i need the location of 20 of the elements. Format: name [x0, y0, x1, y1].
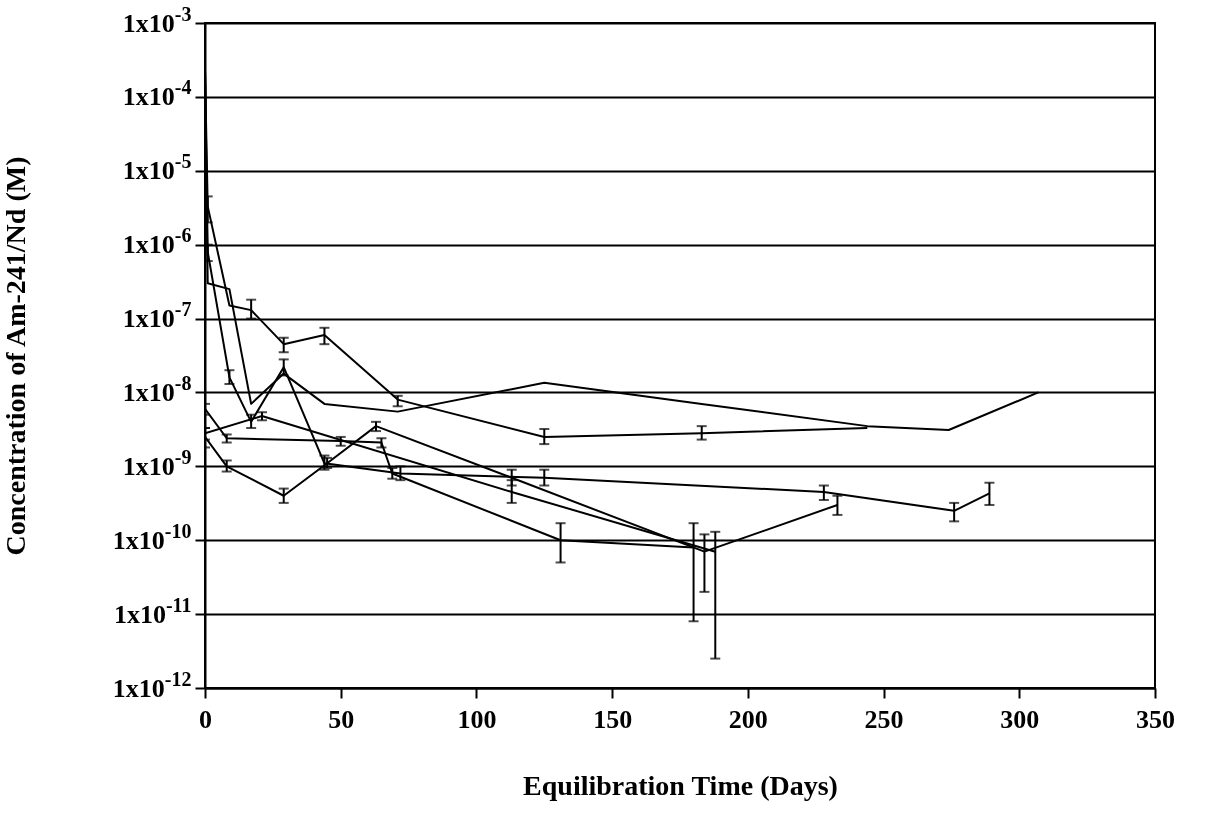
y-tick-label: 1x10$^{-11}$	[113, 593, 192, 629]
x-tick-label: 250	[864, 704, 904, 734]
x-tick-label: 100	[457, 704, 497, 734]
x-tick-label: 200	[728, 704, 768, 734]
x-tick-label: 300	[1000, 704, 1040, 734]
y-tick-label: 1x10$^{-4}$	[122, 76, 192, 112]
x-axis-title: Equilibration Time (Days)	[523, 769, 838, 801]
y-tick-label: 1x10$^{-5}$	[122, 150, 192, 186]
y-axis-title: Concentration of Am-241/Nd (M)	[0, 156, 32, 556]
y-tick-label: 1x10$^{-3}$	[122, 2, 192, 38]
y-tick-label: 1x10$^{-7}$	[122, 298, 192, 334]
y-tick-label: 1x10$^{-6}$	[122, 224, 192, 260]
x-tick-label: 350	[1136, 704, 1175, 734]
x-tick-label: 150	[593, 704, 633, 734]
y-tick-label: 1x10$^{-10}$	[112, 519, 192, 555]
x-tick-label: 50	[328, 704, 355, 734]
x-tick-label: 0	[199, 704, 212, 734]
y-tick-label: 1x10$^{-8}$	[122, 371, 192, 407]
y-tick-label: 1x10$^{-12}$	[112, 667, 192, 703]
y-tick-label: 1x10$^{-9}$	[122, 445, 192, 481]
